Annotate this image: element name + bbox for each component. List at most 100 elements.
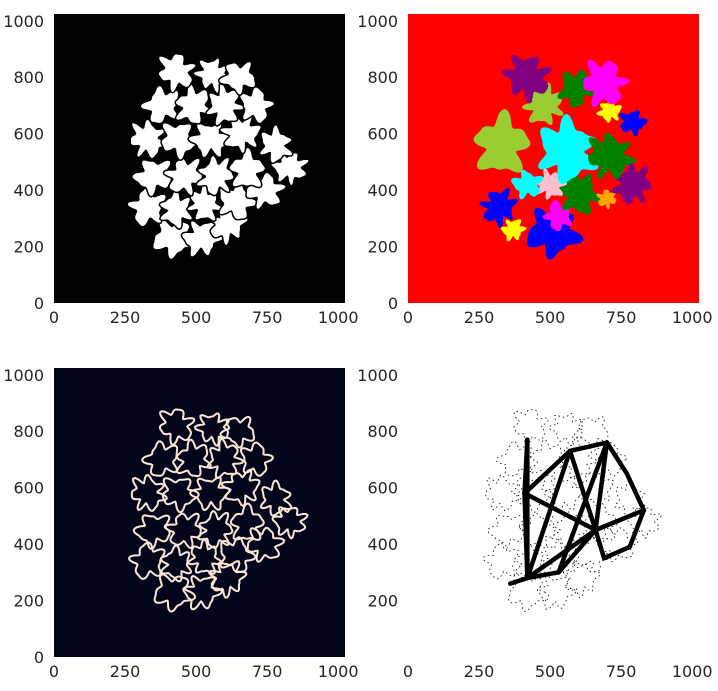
cell-boundary <box>196 510 234 549</box>
cell-region <box>500 219 527 242</box>
cell-mask <box>238 85 276 125</box>
cell-boundary-dots <box>514 544 546 582</box>
graph-node <box>604 440 609 445</box>
cell-region <box>596 189 617 210</box>
cell-boundary <box>141 440 179 477</box>
x-tick-label: 250 <box>464 662 495 681</box>
cell-boundary <box>219 536 257 573</box>
y-tick-label: 1000 <box>357 366 398 385</box>
cell-boundary <box>158 408 196 447</box>
graph-edge <box>627 507 647 550</box>
cell-boundary-dots <box>541 539 576 575</box>
graph-edge <box>593 507 647 533</box>
cell-mask <box>139 84 180 125</box>
x-tick-label: 1000 <box>318 308 359 327</box>
cell-mask <box>205 82 246 127</box>
cell-region <box>501 55 552 104</box>
cell-boundary <box>130 473 169 512</box>
plot-area <box>408 368 699 657</box>
x-tick-label: 500 <box>535 308 566 327</box>
graph-edge <box>556 527 598 575</box>
cell-mask <box>129 118 170 160</box>
cell-region <box>596 98 622 123</box>
cell-boundary <box>260 479 293 517</box>
graph-edge <box>556 440 610 575</box>
cell-boundary-dots <box>548 412 584 447</box>
graph-edge <box>525 527 598 581</box>
graph-edge <box>624 471 647 513</box>
cell-mask <box>195 154 235 197</box>
x-tick-label: 0 <box>49 662 59 681</box>
cell-adjacency-graph-panel <box>408 368 699 657</box>
graph-node <box>641 508 646 513</box>
cell-boundary <box>164 512 202 550</box>
cell-region <box>619 110 648 137</box>
y-tick-label: 0 <box>34 294 44 313</box>
graph-edge <box>522 491 598 533</box>
x-tick-label: 1000 <box>672 662 713 681</box>
y-tick-label: 200 <box>367 592 398 611</box>
x-tick-label: 500 <box>181 662 212 681</box>
cell-mask <box>158 188 194 231</box>
y-tick-label: 1000 <box>357 12 398 31</box>
cell-boundary-dots <box>530 439 566 477</box>
graph-edge <box>567 440 610 454</box>
cell-region <box>556 168 602 215</box>
cell-boundary <box>206 438 245 480</box>
x-tick-label: 750 <box>606 662 637 681</box>
cell-boundary <box>161 477 200 514</box>
cell-boundary <box>128 541 166 581</box>
y-tick-label: 600 <box>367 125 398 144</box>
cell-boundary <box>194 412 230 447</box>
graph-node <box>525 437 530 442</box>
cell-region <box>473 109 531 173</box>
x-tick-label: 250 <box>110 662 141 681</box>
cell-region <box>511 169 544 200</box>
cell-region <box>588 132 636 180</box>
x-tick-label: 750 <box>252 662 283 681</box>
cell-boundary-dots <box>614 480 646 517</box>
cell-mask <box>269 150 311 187</box>
graph-node <box>593 527 598 532</box>
graph-node <box>567 448 572 453</box>
y-tick-label: 400 <box>13 535 44 554</box>
graph-node <box>508 581 513 586</box>
x-tick-label: 500 <box>181 308 212 327</box>
cell-boundary-dots <box>482 542 520 580</box>
cell-region <box>611 163 651 205</box>
cell-boundary-dots <box>513 408 549 446</box>
y-tick-label: 800 <box>367 68 398 87</box>
cell-boundary <box>208 560 248 599</box>
cell-boundary <box>132 514 171 550</box>
x-tick-label: 750 <box>606 308 637 327</box>
y-tick-label: 1000 <box>3 12 44 31</box>
cell-region <box>479 187 518 228</box>
graph-node <box>556 570 561 575</box>
y-tick-label: 600 <box>367 479 398 498</box>
graph-edge <box>593 527 607 561</box>
cell-boundary <box>182 574 223 611</box>
y-tick-label: 400 <box>13 181 44 200</box>
cell-boundary <box>219 415 256 449</box>
cell-boundary <box>159 544 192 583</box>
x-tick-label: 250 <box>110 308 141 327</box>
graph-node <box>627 544 632 549</box>
y-tick-label: 400 <box>367 181 398 200</box>
cell-boundary <box>271 506 309 540</box>
cell-boundary-dots <box>574 536 611 573</box>
y-tick-label: 0 <box>388 294 398 313</box>
x-tick-label: 500 <box>535 662 566 681</box>
x-tick-label: 1000 <box>672 308 713 327</box>
cell-mask <box>258 123 294 165</box>
y-tick-label: 200 <box>367 238 398 257</box>
cell-boundary <box>246 526 286 563</box>
cell-mask <box>126 185 168 228</box>
y-tick-label: 600 <box>13 479 44 498</box>
cell-boundaries-panel <box>54 368 345 657</box>
cell-boundary-dots <box>594 442 628 477</box>
graph-edge <box>593 440 610 533</box>
cell-mask <box>131 159 173 198</box>
cell-mask <box>160 121 202 162</box>
binary-mask-panel <box>54 14 345 303</box>
